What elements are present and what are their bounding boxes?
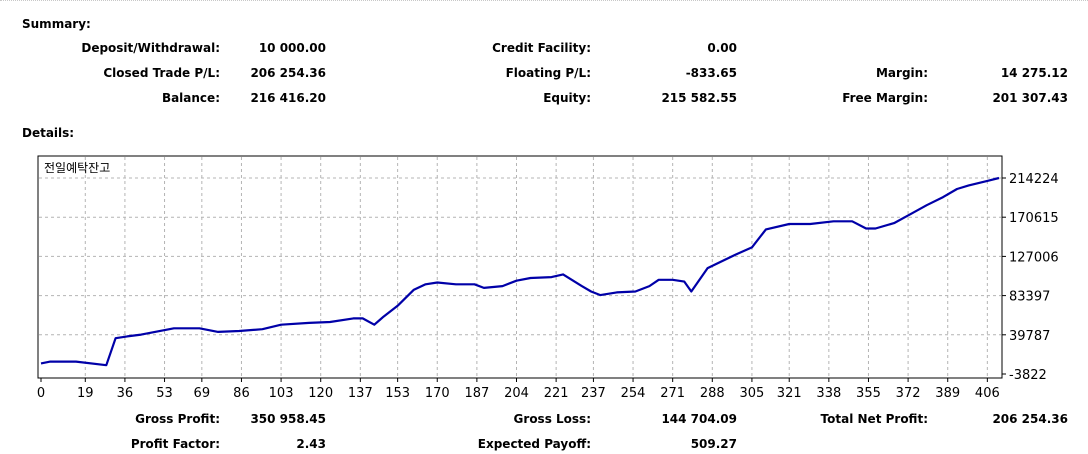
- chart-title: 전일예탁잔고: [44, 161, 110, 175]
- y-tick-label: 127006: [1009, 250, 1059, 265]
- closed-trade-value: 206 254.36: [250, 66, 326, 80]
- x-tick-label: 271: [660, 386, 685, 401]
- y-tick-label: -3822: [1009, 368, 1047, 383]
- balance-value: 216 416.20: [250, 91, 326, 105]
- plot-frame: [37, 155, 1003, 379]
- summary-title: Summary:: [22, 17, 91, 31]
- x-tick-label: 355: [856, 386, 881, 401]
- x-tick-label: 0: [37, 386, 45, 401]
- free-margin-value: 201 307.43: [992, 91, 1068, 105]
- x-tick-label: 406: [975, 386, 1000, 401]
- x-tick-label: 389: [935, 386, 960, 401]
- x-tick-label: 237: [581, 386, 606, 401]
- equity-value: 215 582.55: [661, 91, 737, 105]
- x-tick-label: 254: [621, 386, 646, 401]
- expected-payoff-value: 509.27: [690, 437, 737, 451]
- y-tick-label: 83397: [1009, 290, 1050, 305]
- x-tick-label: 305: [740, 386, 765, 401]
- x-tick-label: 338: [816, 386, 841, 401]
- gross-loss-label: Gross Loss:: [513, 412, 591, 426]
- x-tick-label: 86: [233, 386, 250, 401]
- x-axis-ticks: 0 19 36 53 69 86 103 120 137 153 170 187 204 221 237 25…: [37, 378, 1000, 401]
- net-profit-label: Total Net Profit:: [820, 412, 928, 426]
- free-margin-label: Free Margin:: [842, 91, 928, 105]
- equity-label: Equity:: [543, 91, 591, 105]
- x-tick-label: 53: [156, 386, 173, 401]
- x-tick-label: 36: [117, 386, 134, 401]
- credit-value: 0.00: [707, 41, 737, 55]
- margin-label: Margin:: [875, 66, 928, 80]
- x-tick-label: 170: [425, 386, 450, 401]
- x-tick-label: 103: [269, 386, 294, 401]
- x-tick-label: 120: [308, 386, 333, 401]
- deposit-value: 10 000.00: [258, 41, 326, 55]
- balance-label: Balance:: [161, 91, 220, 105]
- net-profit-value: 206 254.36: [992, 412, 1068, 426]
- x-tick-label: 153: [385, 386, 410, 401]
- details-title: Details:: [22, 126, 75, 140]
- x-tick-label: 204: [504, 386, 529, 401]
- y-axis-ticks: -3822 39787 83397 127006 170615 214224: [1002, 172, 1059, 383]
- x-tick-label: 288: [700, 386, 725, 401]
- x-tick-label: 69: [194, 386, 211, 401]
- x-tick-label: 19: [77, 386, 94, 401]
- gross-profit-label: Gross Profit:: [135, 412, 220, 426]
- x-tick-label: 372: [896, 386, 921, 401]
- floating-label: Floating P/L:: [505, 66, 591, 80]
- floating-value: -833.65: [685, 66, 737, 80]
- y-tick-label: 39787: [1009, 329, 1050, 344]
- profit-factor-value: 2.43: [296, 437, 326, 451]
- gross-profit-value: 350 958.45: [250, 412, 326, 426]
- profit-factor-label: Profit Factor:: [130, 437, 220, 451]
- y-tick-label: 214224: [1009, 172, 1059, 187]
- expected-payoff-label: Expected Payoff:: [477, 437, 591, 451]
- y-tick-label: 170615: [1009, 211, 1059, 226]
- x-tick-label: 137: [348, 386, 373, 401]
- x-tick-label: 221: [544, 386, 569, 401]
- x-tick-label: 187: [464, 386, 489, 401]
- top-divider: [0, 0, 1088, 1]
- x-tick-label: 321: [777, 386, 802, 401]
- gross-loss-value: 144 704.09: [661, 412, 737, 426]
- credit-label: Credit Facility:: [492, 41, 591, 55]
- margin-value: 14 275.12: [1000, 66, 1068, 80]
- deposit-label: Deposit/Withdrawal:: [81, 41, 220, 55]
- balance-series-line: [40, 176, 1000, 367]
- closed-trade-label: Closed Trade P/L:: [103, 66, 220, 80]
